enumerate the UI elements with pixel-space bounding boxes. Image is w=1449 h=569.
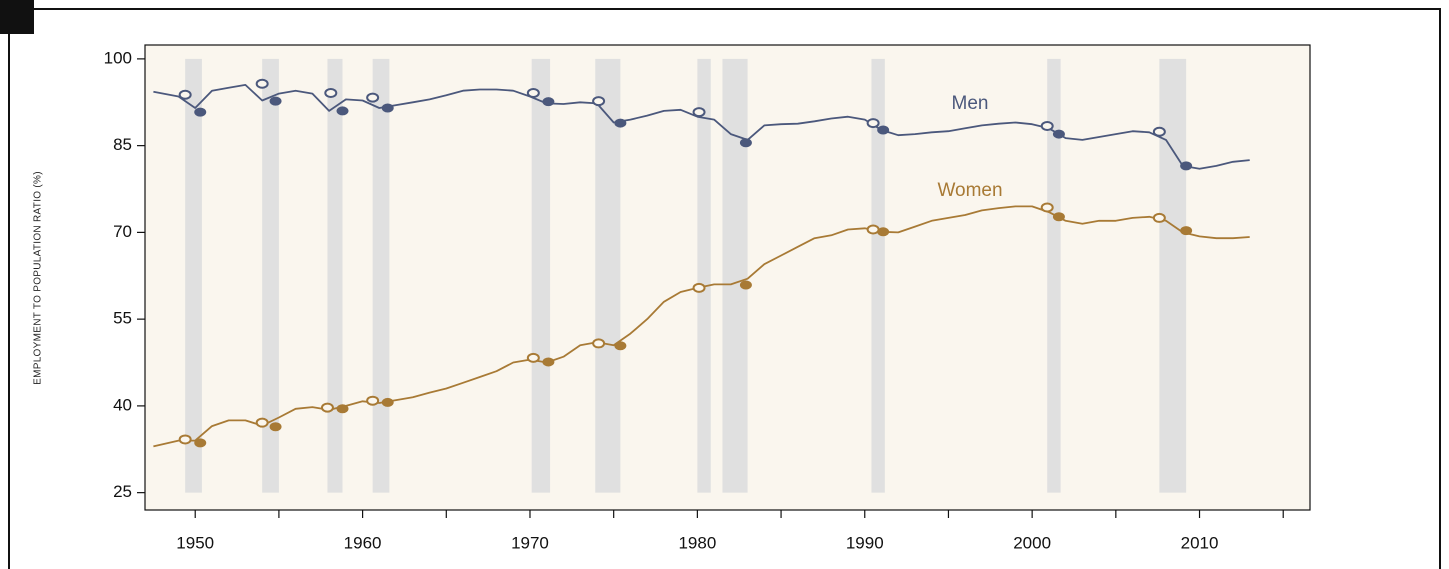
- trough-marker: [381, 103, 394, 113]
- peak-marker: [866, 118, 880, 129]
- series-line: [153, 84, 1250, 170]
- peak-marker: [1040, 120, 1054, 131]
- x-tick-label: 1990: [846, 533, 884, 552]
- peak-marker: [1152, 212, 1166, 223]
- peak-marker: [592, 96, 606, 107]
- trough-marker: [1052, 212, 1065, 222]
- peak-marker: [366, 395, 380, 406]
- trough-marker: [1180, 161, 1193, 171]
- peak-marker: [692, 107, 706, 118]
- peak-marker: [178, 434, 192, 445]
- recession-band: [697, 58, 711, 493]
- y-tick-label: 25: [113, 482, 132, 501]
- trough-marker: [336, 106, 349, 116]
- series-label: Men: [952, 93, 989, 114]
- trough-marker: [877, 227, 890, 237]
- y-tick-label: 55: [113, 309, 132, 328]
- plot-border: [144, 44, 1311, 511]
- recession-band: [327, 58, 343, 493]
- trough-marker: [269, 96, 282, 106]
- peak-marker: [526, 352, 540, 363]
- y-tick-label: 100: [104, 48, 132, 67]
- y-tick-label: 70: [113, 222, 132, 241]
- trough-marker: [1180, 226, 1193, 236]
- recession-band: [531, 58, 551, 493]
- trough-marker: [1052, 129, 1065, 139]
- peak-marker: [320, 402, 334, 413]
- trough-marker: [739, 280, 752, 290]
- x-tick-label: 1970: [511, 533, 549, 552]
- trough-marker: [269, 422, 282, 432]
- x-tick-label: 2000: [1013, 533, 1051, 552]
- recession-band: [262, 58, 279, 493]
- x-tick-label: 1960: [344, 533, 382, 552]
- trough-marker: [542, 97, 555, 107]
- x-tick-label: 1980: [678, 533, 716, 552]
- peak-marker: [255, 78, 269, 89]
- peak-marker: [255, 417, 269, 428]
- trough-marker: [336, 404, 349, 414]
- recession-band: [871, 58, 885, 493]
- trough-marker: [614, 118, 627, 128]
- peak-marker: [324, 88, 338, 99]
- peak-marker: [1152, 126, 1166, 137]
- trough-marker: [739, 138, 752, 148]
- recession-band: [1159, 58, 1187, 493]
- peak-marker: [1040, 202, 1054, 213]
- series-label: Women: [937, 180, 1002, 201]
- trough-marker: [877, 125, 890, 135]
- recession-band: [185, 58, 202, 493]
- corner-block: [0, 0, 34, 34]
- recession-band: [372, 58, 390, 493]
- y-tick-label: 40: [113, 395, 132, 414]
- peak-marker: [592, 338, 606, 349]
- x-tick-label: 2010: [1181, 533, 1219, 552]
- trough-marker: [194, 107, 207, 117]
- recession-band: [722, 58, 748, 493]
- recession-band: [595, 58, 621, 493]
- trough-marker: [194, 438, 207, 448]
- peak-marker: [866, 224, 880, 235]
- recession-band: [1047, 58, 1061, 493]
- x-tick-label: 1950: [176, 533, 214, 552]
- peak-marker: [526, 88, 540, 99]
- trough-marker: [381, 397, 394, 407]
- trough-marker: [542, 357, 555, 367]
- peak-marker: [178, 89, 192, 100]
- trough-marker: [614, 341, 627, 351]
- y-tick-label: 85: [113, 135, 132, 154]
- peak-marker: [366, 92, 380, 103]
- peak-marker: [692, 282, 706, 293]
- y-axis-label: EMPLOYMENT TO POPULATION RATIO (%): [33, 171, 44, 385]
